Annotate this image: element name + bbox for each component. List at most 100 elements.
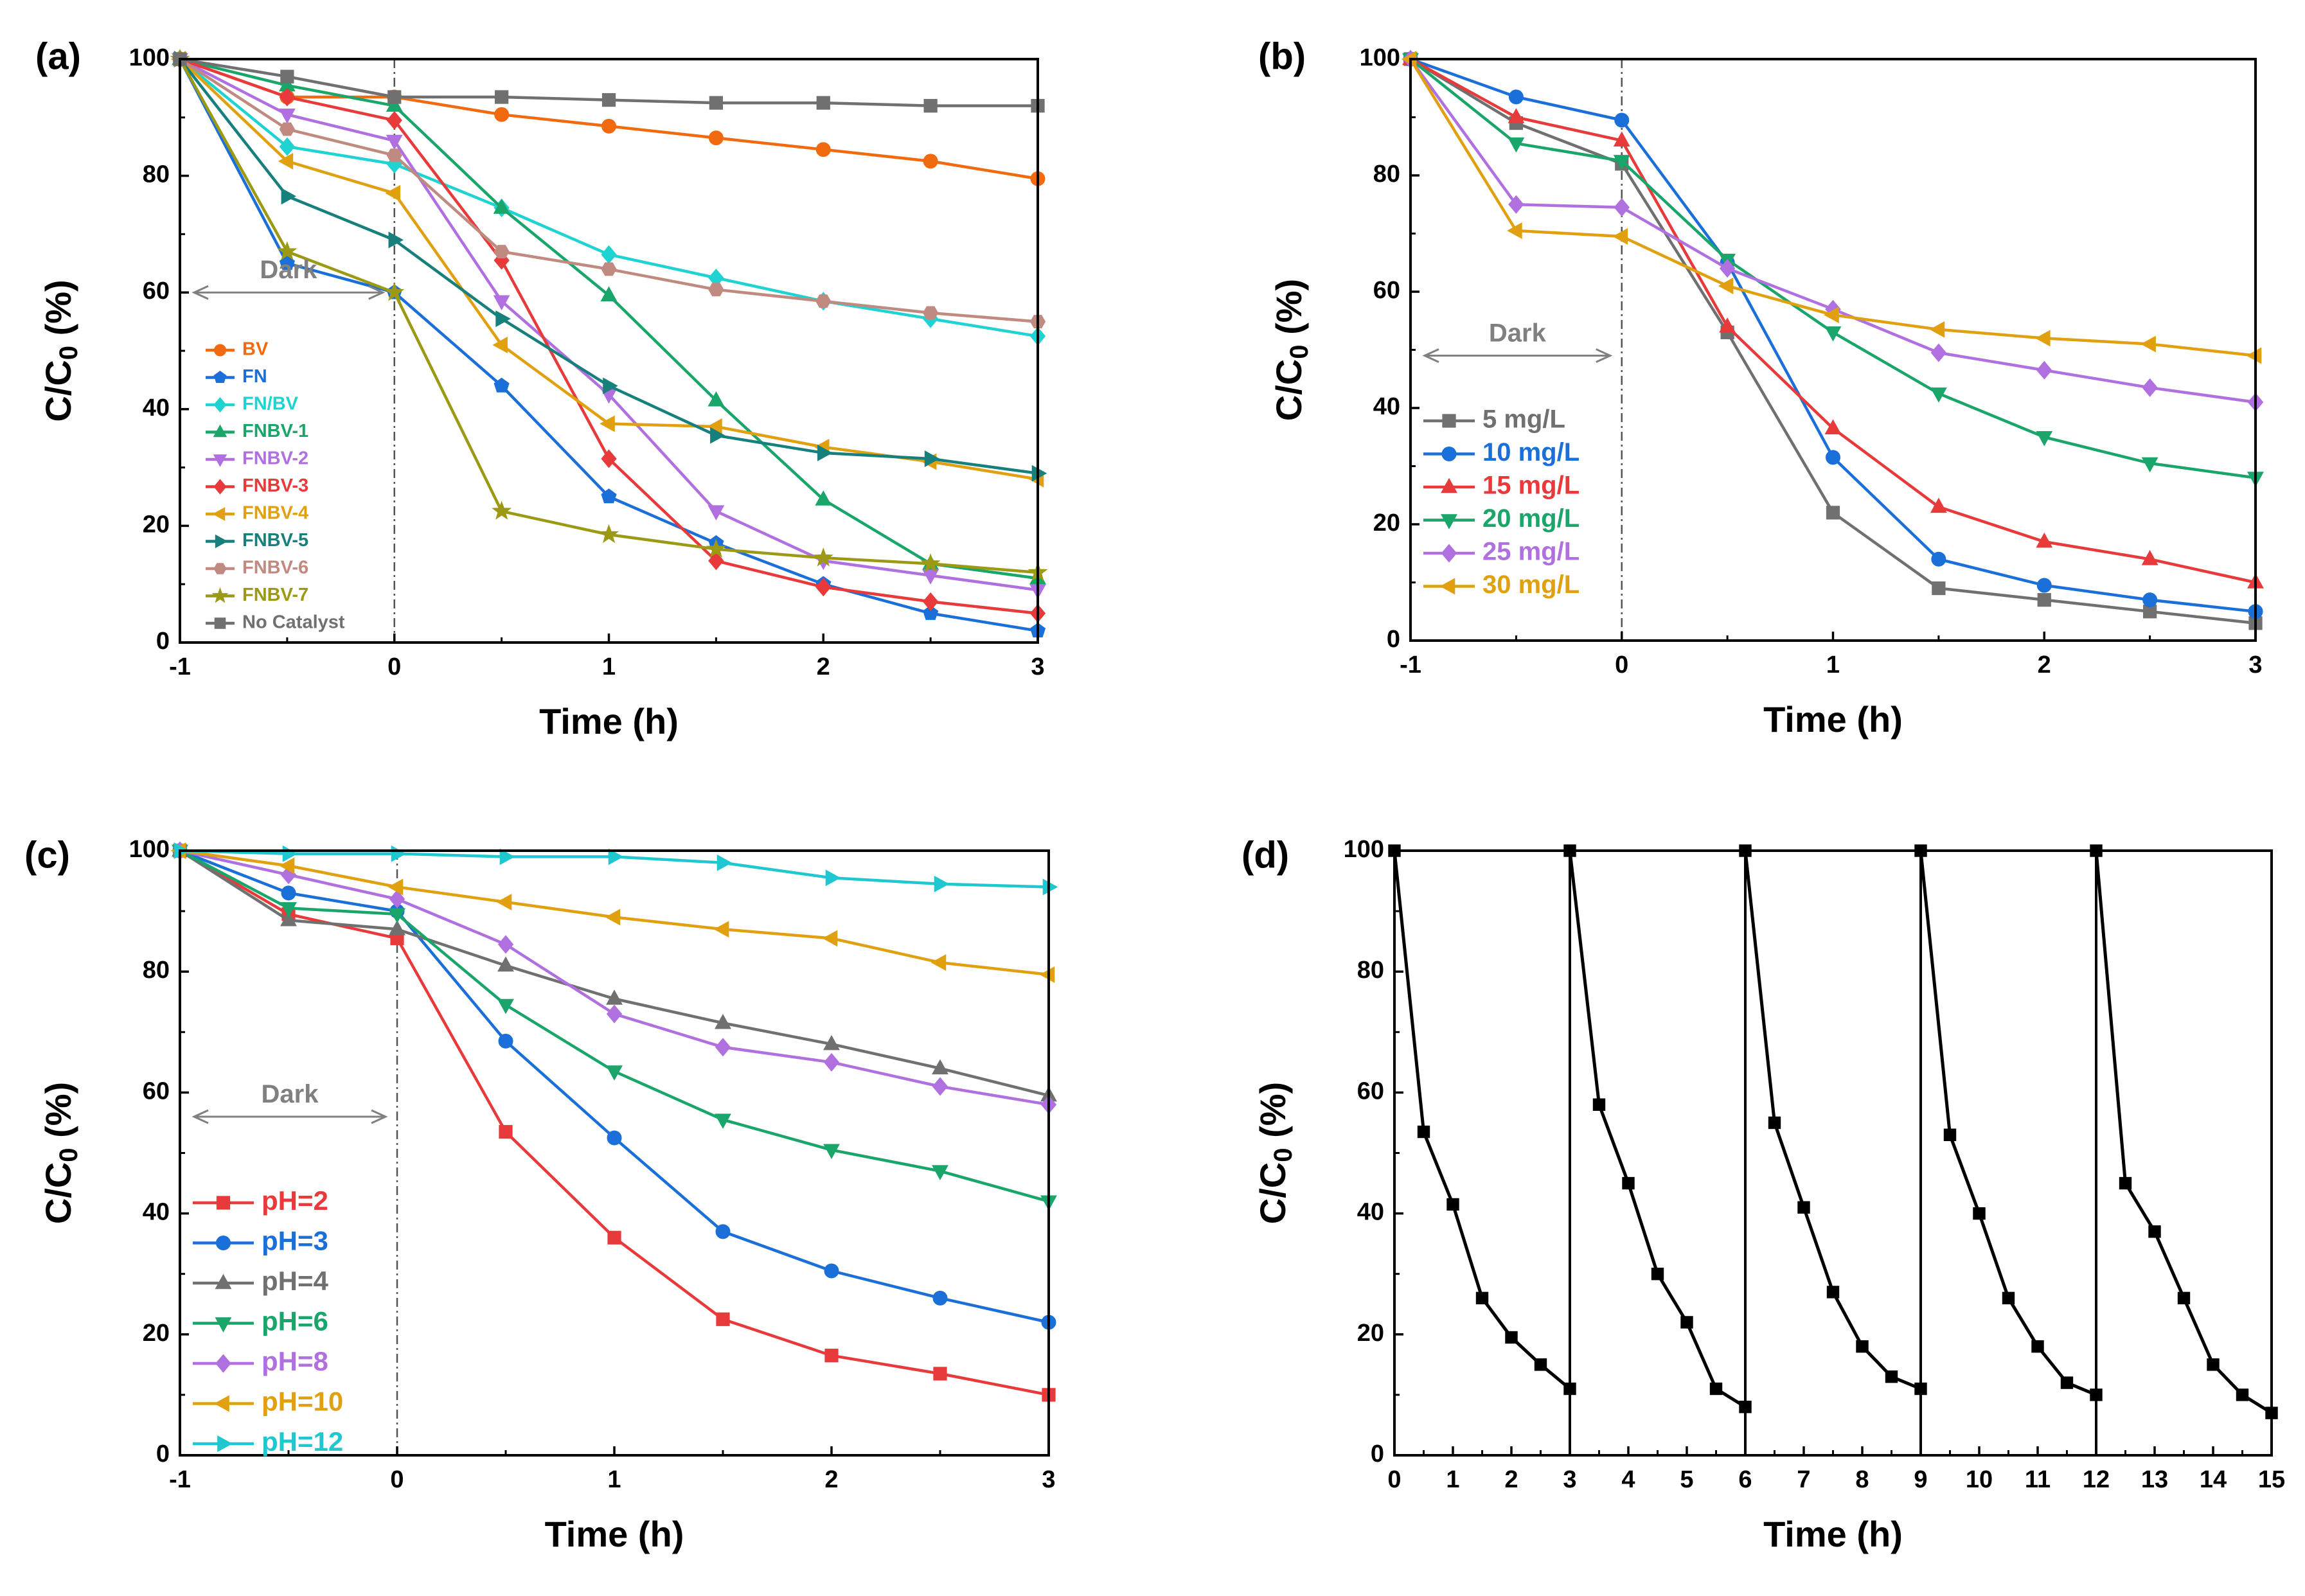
y-axis-title-unit: (%) bbox=[1268, 279, 1309, 345]
legend-marker bbox=[214, 617, 226, 629]
x-tick-label: 3 bbox=[1031, 653, 1044, 680]
data-point bbox=[494, 245, 510, 259]
data-point bbox=[499, 848, 515, 865]
data-point bbox=[2236, 1388, 2249, 1401]
y-tick-label: 100 bbox=[1360, 44, 1400, 71]
data-point bbox=[1930, 497, 1947, 513]
x-tick-label: 0 bbox=[390, 1466, 404, 1493]
data-point bbox=[607, 1130, 622, 1146]
data-point bbox=[2036, 532, 2053, 548]
legend-marker bbox=[212, 507, 226, 521]
y-tick-label: 20 bbox=[1373, 510, 1400, 536]
legend-label: FNBV-7 bbox=[242, 585, 308, 605]
y-tick-label: 100 bbox=[129, 44, 170, 71]
data-point bbox=[1709, 1382, 1723, 1396]
data-point bbox=[817, 444, 833, 461]
data-point bbox=[1826, 1286, 1840, 1299]
data-point bbox=[607, 1230, 621, 1245]
data-point bbox=[1856, 1340, 1869, 1353]
data-point bbox=[922, 592, 939, 611]
legend-label: pH=8 bbox=[262, 1346, 328, 1376]
y-tick-label: 20 bbox=[143, 511, 170, 538]
y-tick-label: 100 bbox=[129, 836, 170, 863]
data-point bbox=[708, 391, 725, 407]
series-line bbox=[2094, 850, 2273, 1415]
legend-label: FN bbox=[242, 366, 267, 387]
data-point bbox=[599, 524, 619, 544]
series-15-mg-l bbox=[1402, 49, 2264, 589]
dark-arrow-head-left bbox=[1422, 348, 1439, 363]
data-point bbox=[932, 1165, 948, 1180]
y-axis-title: C/C0 (%) bbox=[1252, 1082, 1297, 1224]
y-tick-label: 0 bbox=[156, 1441, 170, 1467]
legend-label: FNBV-4 bbox=[242, 503, 308, 524]
panel-label: (c) bbox=[24, 834, 70, 876]
legend-label: FNBV-6 bbox=[242, 558, 308, 578]
data-point bbox=[815, 294, 832, 308]
legend-item-ph-10: pH=10 bbox=[193, 1387, 343, 1417]
series-ph-10 bbox=[170, 842, 1055, 983]
data-point bbox=[708, 130, 724, 146]
data-point bbox=[601, 488, 617, 504]
data-point bbox=[1042, 878, 1058, 896]
data-point bbox=[2142, 378, 2158, 397]
data-point bbox=[1508, 137, 1525, 153]
data-point bbox=[384, 281, 405, 301]
data-point bbox=[824, 1263, 839, 1279]
data-point bbox=[280, 910, 297, 927]
data-point bbox=[495, 310, 511, 328]
legend-item-ph-6: pH=6 bbox=[193, 1306, 328, 1336]
legend-marker bbox=[1439, 578, 1455, 595]
legend-marker bbox=[211, 587, 229, 603]
data-point bbox=[1826, 506, 1840, 520]
data-point bbox=[2060, 1376, 2074, 1389]
series-cycle-1 bbox=[1388, 844, 1576, 1396]
legend-item-ph-4: pH=4 bbox=[193, 1266, 329, 1296]
x-axis-title: Time (h) bbox=[545, 1514, 684, 1554]
data-point bbox=[601, 93, 616, 107]
panel-label: (d) bbox=[1241, 834, 1289, 876]
data-point bbox=[1613, 131, 1630, 146]
y-tick-label: 60 bbox=[143, 278, 170, 305]
data-point bbox=[716, 1312, 730, 1326]
data-point bbox=[816, 96, 830, 110]
data-point bbox=[1622, 1176, 1635, 1190]
data-point bbox=[1885, 1370, 1898, 1383]
data-point bbox=[600, 415, 615, 432]
y-tick-label: 20 bbox=[1357, 1320, 1384, 1347]
x-tick-label: 13 bbox=[2141, 1466, 2168, 1493]
x-tick-label: 10 bbox=[1966, 1466, 1993, 1493]
data-point bbox=[2002, 1291, 2015, 1305]
data-point bbox=[279, 137, 296, 156]
data-point bbox=[606, 989, 623, 1005]
x-tick-label: 0 bbox=[1387, 1466, 1401, 1493]
series-line bbox=[179, 849, 1049, 1203]
chart-panel-d: (d)0 1 2 3 4 5 6 7 8 9 10 11 12 13 14 15020406080100Tim… bbox=[1241, 834, 2285, 1554]
data-point bbox=[933, 1367, 947, 1381]
data-point bbox=[1563, 1382, 1576, 1396]
data-point bbox=[601, 245, 617, 264]
x-tick-label: 0 bbox=[387, 653, 401, 680]
dark-label: Dark bbox=[260, 256, 317, 284]
legend: pH=2 pH=3 pH=4 pH=6 pH=8 pH=10 pH=12 bbox=[193, 1185, 343, 1457]
data-point bbox=[715, 1113, 731, 1129]
data-point bbox=[601, 449, 617, 468]
legend-marker bbox=[213, 424, 227, 438]
legend-label: No Catalyst bbox=[242, 612, 345, 633]
y-axis-title-unit: (%) bbox=[38, 279, 78, 346]
data-point bbox=[1508, 89, 1524, 105]
data-point bbox=[601, 118, 616, 134]
data-point bbox=[2031, 1340, 2044, 1353]
dark-label: Dark bbox=[1489, 319, 1547, 348]
y-axis-title-main: C/C bbox=[1252, 1162, 1293, 1224]
x-tick-label: 1 bbox=[1826, 652, 1840, 678]
legend-label: pH=2 bbox=[262, 1185, 328, 1216]
legend-item-fn-bv: FN/BV bbox=[206, 394, 299, 414]
x-tick-label: 14 bbox=[2200, 1466, 2227, 1493]
data-point bbox=[825, 869, 841, 887]
data-point bbox=[932, 1290, 948, 1306]
data-point bbox=[608, 848, 624, 865]
x-tick-label: 2 bbox=[824, 1466, 838, 1493]
x-tick-label: 2 bbox=[2038, 652, 2051, 678]
